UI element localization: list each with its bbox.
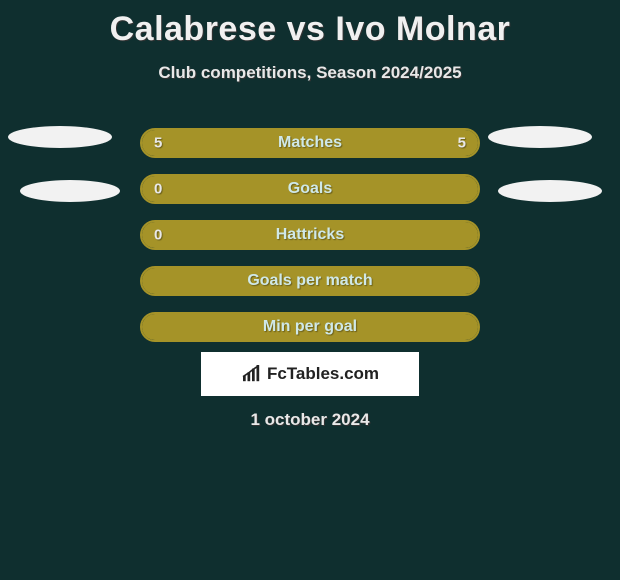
- bar-chart-icon: [241, 365, 263, 383]
- stat-bar-min_per_goal: Min per goal: [140, 312, 480, 342]
- stat-bar-fill: [142, 314, 478, 340]
- page-title: Calabrese vs Ivo Molnar: [0, 0, 620, 49]
- stat-bar-fill: [142, 268, 478, 294]
- date-text: 1 october 2024: [0, 410, 620, 430]
- logo-box: FcTables.com: [201, 352, 419, 396]
- stat-row-goals: Goals0: [0, 166, 620, 212]
- logo: FcTables.com: [241, 364, 379, 384]
- page-subtitle: Club competitions, Season 2024/2025: [0, 63, 620, 83]
- stat-row-matches: Matches55: [0, 120, 620, 166]
- comparison-card: Calabrese vs Ivo Molnar Club competition…: [0, 0, 620, 580]
- stat-bar-goals_per_match: Goals per match: [140, 266, 480, 296]
- stat-row-min_per_goal: Min per goal: [0, 304, 620, 350]
- stat-bar-fill: [142, 130, 478, 156]
- logo-text: FcTables.com: [267, 364, 379, 384]
- stat-rows: Matches55 Goals0 Hattricks0 Goals per match…: [0, 120, 620, 350]
- stat-bar-fill: [142, 222, 478, 248]
- stat-row-goals_per_match: Goals per match: [0, 258, 620, 304]
- stat-bar-goals: Goals0: [140, 174, 480, 204]
- stat-bar-fill: [142, 176, 478, 202]
- stat-row-hattricks: Hattricks0: [0, 212, 620, 258]
- stat-bar-hattricks: Hattricks0: [140, 220, 480, 250]
- stat-bar-matches: Matches55: [140, 128, 480, 158]
